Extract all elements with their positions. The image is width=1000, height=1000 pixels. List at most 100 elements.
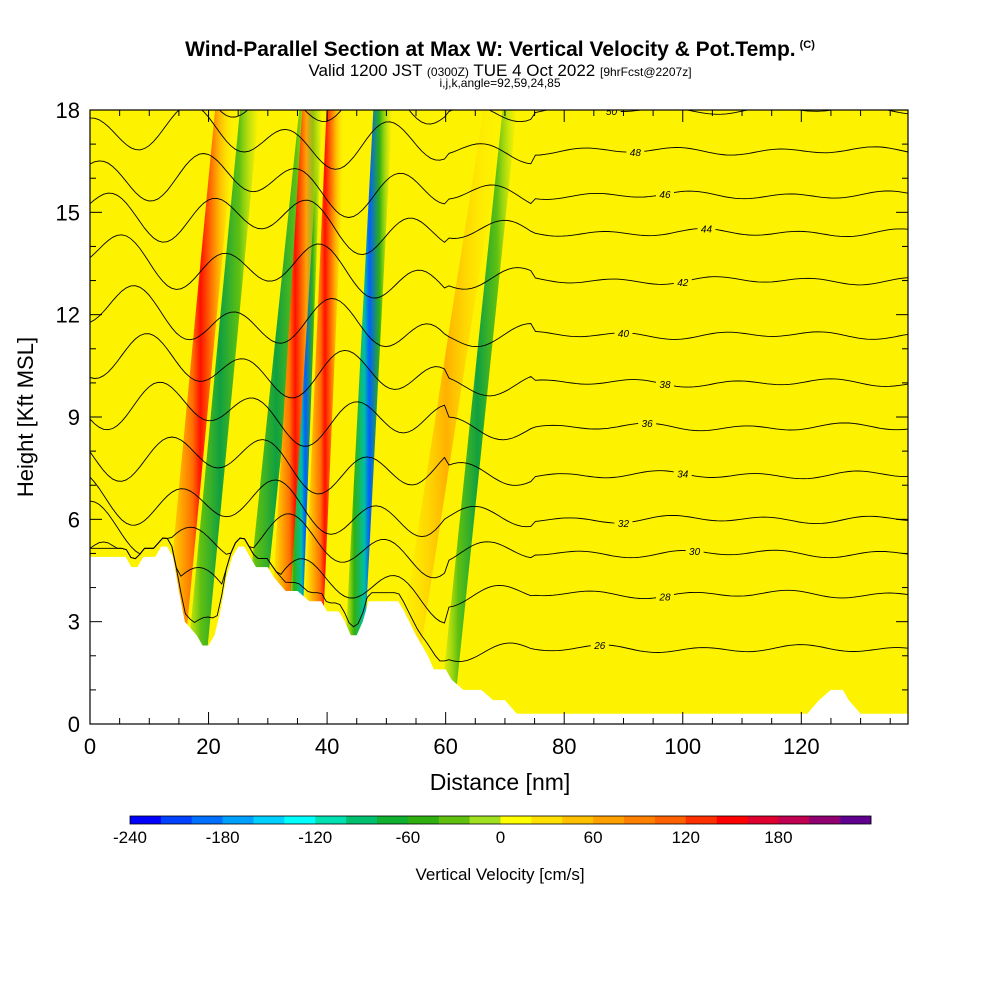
colorbar-swatch: [315, 816, 347, 824]
valid-time-z: (0300Z): [426, 65, 469, 79]
colorbar-swatch: [809, 816, 841, 824]
theta-contour-30: [90, 500, 908, 579]
x-axis: 0 20 40 60 80 100 120: [84, 110, 891, 759]
contour-label-40: 40: [618, 329, 630, 340]
contour-label-42: 42: [677, 278, 689, 289]
x-tick-label: 100: [664, 734, 701, 759]
colorbar-swatch: [222, 816, 254, 824]
theta-contour-50: [218, 110, 908, 125]
colorbar: -240 -180 -120 -60 0 60 120 180: [113, 815, 872, 847]
contour-label-50: 50: [606, 107, 618, 118]
colorbar-swatch: [593, 816, 625, 824]
theta-contour-28: [90, 537, 908, 624]
colorbar-swatch: [377, 816, 409, 824]
y-axis-label: Height [Kft MSL]: [13, 337, 38, 497]
contour-label-bg: [697, 222, 716, 234]
colorbar-tick-label: -180: [206, 828, 240, 847]
colorbar-swatch: [438, 816, 470, 824]
downdraft-band-5: [438, 110, 517, 724]
contour-label-36: 36: [642, 419, 654, 430]
updraft-band-4: [387, 110, 505, 724]
y-tick-label: 9: [68, 405, 80, 430]
theta-contour-42: [90, 234, 908, 299]
theta-contour-38: [90, 333, 908, 399]
theta-contours: 26 28 30 32 34 36 38 40 42 44 46 48 50: [90, 107, 908, 663]
contour-label-bg: [673, 275, 692, 287]
contour-label-28: 28: [658, 592, 671, 603]
forecast-info: [9hrFcst@2207z]: [599, 65, 692, 79]
y-tick-label: 3: [68, 610, 80, 635]
colorbar-frame: [129, 815, 872, 825]
theta-contour-48: [90, 110, 908, 170]
colorbar-tick-label: -240: [113, 828, 147, 847]
updraft-band-3: [299, 110, 346, 724]
colorbar-swatch: [160, 816, 193, 824]
colorbar-tick-label: -60: [396, 828, 421, 847]
contour-label-bg: [614, 516, 633, 528]
theta-contour-32: [90, 476, 908, 538]
colorbar-tick-label: 0: [496, 828, 505, 847]
contour-label-38: 38: [659, 380, 671, 391]
y-tick-label: 6: [68, 507, 80, 532]
colorbar-swatch: [346, 816, 378, 824]
colorbar-swatch: [716, 816, 748, 824]
contour-label-48: 48: [630, 148, 642, 159]
contour-label-44: 44: [701, 225, 713, 236]
plot-area: 26 28 30 32 34 36 38 40 42 44 46 48 50: [90, 107, 908, 724]
colorbar-swatch: [562, 816, 594, 824]
colorbar-swatch: [685, 816, 717, 824]
chart-title: Wind-Parallel Section at Max W: Vertical…: [185, 38, 815, 61]
colorbar-tick-label: 120: [672, 828, 700, 847]
contour-label-26: 26: [593, 641, 606, 652]
downdraft-band-3: [284, 110, 323, 724]
colorbar-swatch: [531, 816, 563, 824]
theta-contour-40: [90, 285, 908, 348]
theta-contour-46: [90, 153, 908, 218]
contour-label-bg: [673, 467, 692, 479]
x-tick-label: 80: [552, 734, 576, 759]
downdraft-band-4: [341, 110, 393, 724]
contour-label-46: 46: [659, 190, 671, 201]
terrain-mask: [90, 546, 908, 724]
colorbar-tick-label: 180: [764, 828, 792, 847]
contour-label-bg: [685, 544, 704, 556]
x-tick-label: 60: [433, 734, 457, 759]
y-tick-label: 12: [56, 303, 80, 328]
colorbar-label: Vertical Velocity [cm/s]: [415, 865, 584, 884]
colorbar-swatch: [284, 816, 316, 824]
x-tick-label: 120: [783, 734, 820, 759]
colorbar-swatch: [253, 816, 285, 824]
colorbar-tick-label: -120: [298, 828, 332, 847]
contour-label-bg: [655, 188, 674, 200]
x-tick-label: 40: [315, 734, 339, 759]
y-tick-label: 0: [68, 712, 80, 737]
colorbar-swatch: [778, 816, 810, 824]
contour-label-bg: [590, 638, 609, 650]
colorbar-tick-label: 60: [584, 828, 603, 847]
contour-label-32: 32: [618, 519, 630, 530]
colorbar-swatch: [747, 816, 779, 824]
contour-label-bg: [614, 326, 633, 338]
contour-label-bg: [655, 590, 674, 602]
y-tick-label: 18: [56, 98, 80, 123]
x-tick-label: 0: [84, 734, 96, 759]
colorbar-swatch: [407, 816, 440, 824]
colorbar-swatch: [654, 816, 687, 824]
contour-label-bg: [638, 417, 657, 429]
contour-label-bg: [655, 378, 674, 390]
colorbar-swatch: [191, 816, 223, 824]
colorbar-swatch: [130, 816, 162, 824]
colorbar-swatch: [840, 816, 872, 824]
contour-label-34: 34: [677, 470, 689, 481]
copyright-mark: (C): [799, 39, 815, 51]
chart-subtitle: Valid 1200 JST (0300Z) TUE 4 Oct 2022 [9…: [0, 61, 1000, 81]
valid-time: Valid 1200 JST: [308, 61, 423, 80]
x-tick-label: 20: [196, 734, 220, 759]
theta-contour-44: [90, 192, 908, 256]
valid-date: TUE 4 Oct 2022: [473, 61, 596, 80]
theta-contour-36: [90, 381, 908, 447]
colorbar-swatch: [500, 816, 532, 824]
section-params: i,j,k,angle=92,59,24,85: [439, 76, 561, 90]
theta-contour-34: [90, 436, 908, 495]
